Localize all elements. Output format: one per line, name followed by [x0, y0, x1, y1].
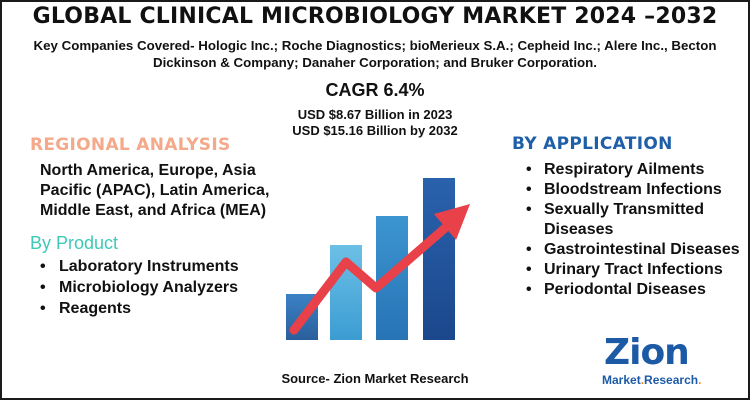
application-item-label: Periodontal Diseases: [544, 281, 706, 298]
page-title: GLOBAL CLINICAL MICROBIOLOGY MARKET 2024…: [32, 4, 718, 29]
illustration-bar-4: [423, 178, 455, 340]
bullet-icon: •: [40, 279, 46, 296]
product-item-label: Reagents: [59, 300, 132, 317]
application-item-label: Urinary Tract Infections: [544, 261, 723, 278]
by-product-heading: By Product: [30, 233, 119, 253]
logo-wordmark: Zion: [604, 332, 690, 373]
application-item-label: Bloodstream Infections: [544, 181, 722, 198]
logo-sub-end-dot: .: [698, 373, 702, 387]
by-application-heading: BY APPLICATION: [512, 134, 673, 154]
zion-logo: Zion Market.Research.: [600, 333, 720, 393]
list-item: • Urinary Tract Infections: [524, 260, 744, 280]
bullet-icon: •: [526, 181, 532, 198]
bullet-icon: •: [526, 241, 532, 258]
product-item-label: Laboratory Instruments: [59, 258, 239, 275]
list-item: • Periodontal Diseases: [524, 280, 744, 300]
bullet-icon: •: [526, 281, 532, 298]
application-item-label: Gastrointestinal Diseases: [544, 241, 740, 258]
key-companies-text: Key Companies Covered- Hologic Inc.; Roc…: [33, 38, 717, 70]
application-item-label: Respiratory Ailments: [544, 161, 705, 178]
list-item: • Reagents: [38, 298, 239, 319]
logo-sub-market: Market: [602, 373, 641, 387]
regional-analysis-heading: REGIONAL ANALYSIS: [30, 135, 231, 155]
regional-analysis-text: North America, Europe, Asia Pacific (APA…: [40, 162, 270, 219]
growth-bar-chart-illustration: [286, 178, 470, 340]
source-text: Source- Zion Market Research: [281, 371, 469, 386]
product-list: • Laboratory Instruments • Microbiology An…: [38, 256, 239, 319]
list-item: • Sexually Transmitted Diseases: [524, 200, 744, 240]
list-item: • Gastrointestinal Diseases: [524, 240, 744, 260]
list-item: • Respiratory Ailments: [524, 160, 744, 180]
rising-arrow-icon: [289, 204, 470, 335]
logo-sub-research: Research: [644, 373, 699, 387]
product-item-label: Microbiology Analyzers: [59, 279, 238, 296]
bullet-icon: •: [40, 300, 46, 317]
bullet-icon: •: [40, 258, 46, 275]
list-item: • Laboratory Instruments: [38, 256, 239, 277]
application-list: • Respiratory Ailments • Bloodstream Infec…: [524, 160, 744, 300]
bullet-icon: •: [526, 201, 532, 218]
bullet-icon: •: [526, 261, 532, 278]
application-item-label: Sexually Transmitted Diseases: [544, 201, 705, 238]
bullet-icon: •: [526, 161, 532, 178]
list-item: • Bloodstream Infections: [524, 180, 744, 200]
market-size-2032: USD $15.16 Billion by 2032: [292, 123, 458, 138]
list-item: • Microbiology Analyzers: [38, 277, 239, 298]
logo-sub-dot: .: [640, 373, 645, 387]
cagr-text: CAGR 6.4%: [325, 80, 425, 100]
logo-subtitle: Market.Research.: [602, 373, 701, 387]
market-size-2023: USD $8.67 Billion in 2023: [297, 107, 453, 122]
